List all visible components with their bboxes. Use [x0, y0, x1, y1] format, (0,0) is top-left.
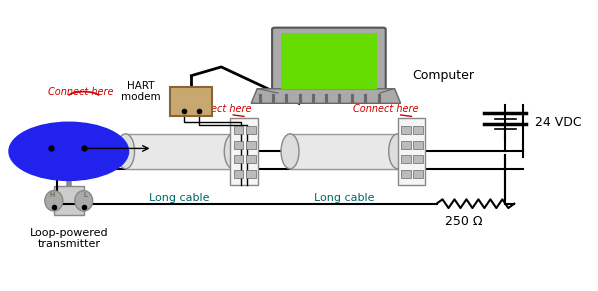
Text: HART
modem: HART modem [121, 81, 160, 102]
Bar [290, 134, 398, 169]
Text: 250 Ω: 250 Ω [445, 215, 482, 228]
Text: Connect here: Connect here [185, 104, 251, 114]
Bar [401, 141, 411, 149]
Bar [170, 87, 212, 116]
Bar [246, 170, 255, 178]
Bar [126, 134, 233, 169]
Ellipse shape [224, 134, 242, 169]
Bar [246, 155, 255, 163]
Ellipse shape [281, 134, 299, 169]
Bar [413, 170, 423, 178]
Bar [413, 126, 423, 134]
Text: 24 VDC: 24 VDC [535, 116, 582, 129]
Text: Long cable: Long cable [313, 193, 374, 203]
Circle shape [9, 122, 129, 180]
Bar [234, 170, 243, 178]
Text: L: L [84, 192, 87, 198]
Bar [401, 170, 411, 178]
Bar [401, 126, 411, 134]
Bar [54, 186, 84, 215]
Text: Loop-powered
transmitter: Loop-powered transmitter [29, 228, 108, 249]
Bar [281, 33, 377, 89]
Text: H: H [50, 192, 54, 198]
Bar [246, 141, 255, 149]
Bar [413, 155, 423, 163]
Bar [230, 118, 258, 185]
Bar [401, 155, 411, 163]
Bar [234, 141, 243, 149]
Ellipse shape [75, 191, 93, 211]
Bar [234, 126, 243, 134]
Bar [413, 141, 423, 149]
Bar [398, 118, 425, 185]
Ellipse shape [389, 134, 407, 169]
Bar [234, 155, 243, 163]
Text: Long cable: Long cable [149, 193, 210, 203]
Text: Connect here: Connect here [48, 87, 114, 97]
Ellipse shape [45, 191, 63, 211]
Bar [246, 126, 255, 134]
Polygon shape [251, 89, 401, 103]
Text: Computer: Computer [413, 69, 475, 82]
Ellipse shape [117, 134, 135, 169]
Text: Connect here: Connect here [353, 104, 419, 114]
FancyBboxPatch shape [272, 28, 386, 95]
